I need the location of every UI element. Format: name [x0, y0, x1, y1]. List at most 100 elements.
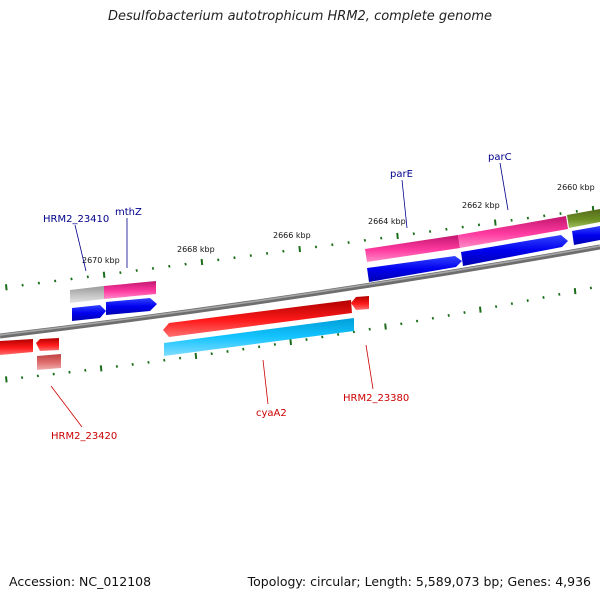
outer-tick-21: [347, 241, 350, 244]
cds-mthz[interactable]: [106, 298, 157, 315]
inner-tick-32: [510, 302, 514, 306]
cds-olive[interactable]: [572, 226, 600, 245]
gene-olive[interactable]: [567, 209, 600, 228]
inner-tick-28: [447, 313, 450, 317]
label-hrm2-23380: HRM2_23380: [343, 393, 409, 404]
outer-tick-35: [575, 209, 578, 213]
inner-tick-ring: [5, 286, 593, 383]
accession-text: Accession: NC_012108: [9, 574, 152, 589]
tick-label-2664: 2664 kbp: [368, 217, 406, 226]
inner-tick-19: [305, 338, 308, 341]
label-mthz: mthZ: [115, 207, 142, 218]
cds-hrm2-23420[interactable]: [37, 354, 61, 370]
outer-tick-30: [494, 219, 497, 226]
outer-tick-19: [314, 245, 318, 249]
outer-tick-14: [233, 256, 236, 260]
outer-tick-24: [396, 232, 399, 240]
inner-tick-27: [431, 316, 435, 320]
outer-tick-32: [526, 216, 530, 220]
inner-tick-21: [336, 333, 340, 336]
outer-tick-6: [102, 271, 106, 278]
tick-label-2662: 2662 kbp: [462, 201, 500, 210]
cds-hrm2-23410[interactable]: [72, 305, 106, 321]
outer-tick-18: [298, 245, 301, 253]
leader-cyaa2: [262, 359, 269, 405]
gene-hrm2-23380[interactable]: [351, 296, 369, 310]
inner-tick-13: [210, 352, 213, 356]
outer-tick-12: [200, 258, 204, 266]
inner-tick-33: [526, 299, 529, 302]
inner-tick-10: [163, 358, 166, 362]
cds-pare[interactable]: [367, 256, 462, 282]
leader-hrm2-23420: [50, 385, 83, 428]
outer-tick-33: [543, 214, 546, 218]
inner-tick-14: [226, 350, 229, 353]
genome-backbone: [0, 244, 600, 339]
outer-tick-25: [412, 232, 415, 236]
label-hrm2-23420: HRM2_23420: [51, 431, 117, 442]
inner-tick-26: [415, 319, 419, 323]
inner-tick-8: [131, 362, 134, 366]
gene-cyaa2[interactable]: [163, 300, 352, 337]
inner-tick-17: [273, 343, 277, 346]
gene-mthz[interactable]: [104, 281, 156, 299]
gene-hrm2-23420[interactable]: [36, 338, 59, 351]
inner-tick-35: [558, 292, 561, 296]
inner-tick-30: [479, 306, 482, 313]
inner-tick-16: [257, 345, 261, 349]
map-title: Desulfobacterium autotrophicum HRM2, com…: [107, 9, 493, 24]
inner-tick-31: [494, 305, 498, 309]
outer-tick-9: [151, 266, 155, 270]
outer-tick-8: [135, 269, 138, 272]
inner-tick-0: [5, 376, 8, 383]
inner-tick-3: [52, 372, 55, 376]
outer-tick-17: [282, 249, 285, 253]
inner-tick-23: [368, 327, 371, 331]
inner-tick-6: [99, 365, 103, 372]
cds-parc[interactable]: [461, 235, 568, 266]
outer-tick-5: [86, 275, 89, 279]
gene-pare[interactable]: [365, 235, 460, 262]
outer-tick-20: [331, 243, 334, 247]
inner-tick-18: [289, 338, 292, 346]
tick-label-2666: 2666 kbp: [273, 231, 311, 240]
outer-tick-7: [119, 271, 122, 275]
outer-tick-16: [265, 251, 269, 255]
gene-parc[interactable]: [458, 216, 568, 248]
tick-label-2670: 2670 kbp: [82, 256, 120, 265]
outer-tick-22: [363, 238, 367, 242]
tick-label-2660: 2660 kbp: [557, 183, 595, 192]
outer-tick-10: [168, 264, 171, 268]
inner-tick-4: [68, 370, 71, 374]
genome-backbone-highlight: [0, 245, 600, 336]
inner-tick-29: [463, 311, 466, 314]
cds-cyaa2[interactable]: [164, 318, 354, 356]
gene-hrm2-23420-left[interactable]: [0, 339, 33, 355]
inner-tick-11: [178, 356, 182, 360]
outer-tick-27: [445, 227, 448, 231]
inner-tick-9: [147, 360, 150, 364]
outer-tick-4: [70, 277, 73, 281]
inner-tick-25: [400, 322, 403, 326]
outer-tick-26: [428, 230, 432, 233]
outer-tick-3: [54, 279, 57, 283]
inner-tick-15: [242, 347, 245, 351]
inner-tick-22: [352, 330, 356, 334]
inner-tick-1: [20, 376, 24, 380]
leader-pare: [401, 179, 408, 229]
inner-tick-20: [321, 335, 324, 339]
inner-tick-34: [542, 296, 545, 299]
label-pare: parE: [390, 169, 413, 180]
inner-tick-24: [384, 323, 387, 330]
gene-hrm2-23410[interactable]: [70, 286, 104, 303]
topology-text: Topology: circular; Length: 5,589,073 bp…: [247, 574, 591, 589]
inner-tick-5: [84, 368, 87, 372]
inner-tick-12: [194, 352, 198, 360]
outer-tick-2: [37, 281, 41, 285]
outer-tick-34: [559, 212, 562, 215]
inner-tick-36: [573, 288, 577, 295]
leader-hrm2-23380: [365, 344, 374, 390]
leader-hrm2-23410: [74, 224, 87, 272]
leader-parc: [499, 162, 509, 211]
